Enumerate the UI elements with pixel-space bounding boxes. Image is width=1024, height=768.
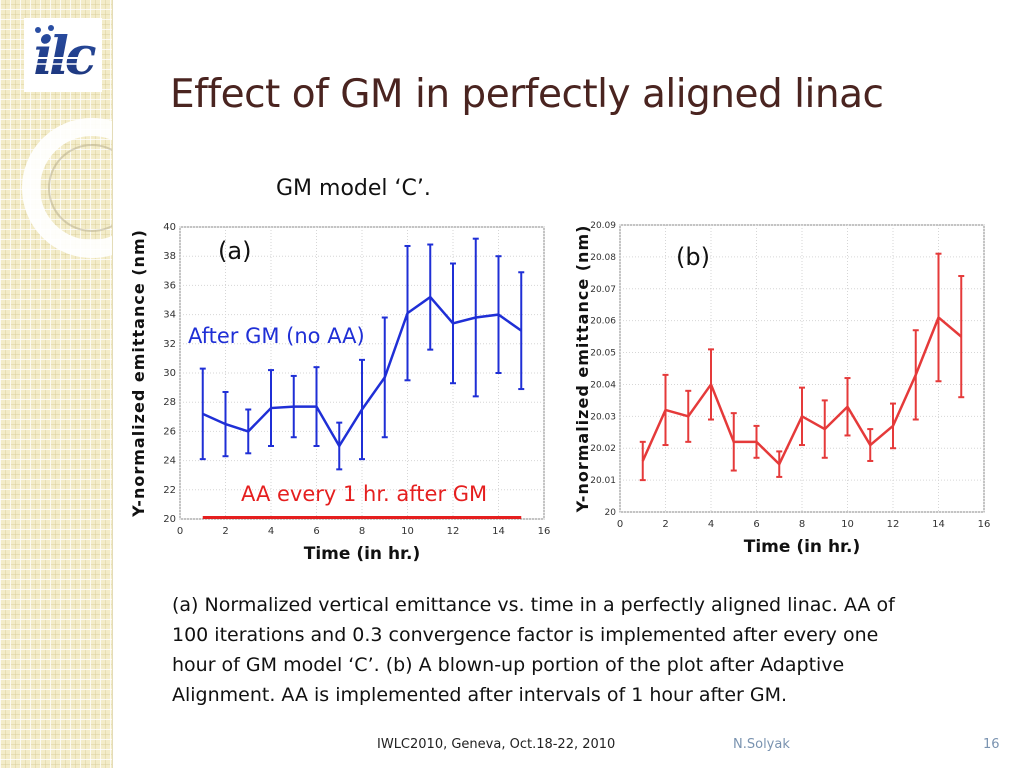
y-tick-label: 20.06 xyxy=(590,317,616,327)
x-tick-label: 6 xyxy=(753,519,759,530)
series-annotation: After GM (no AA) xyxy=(188,324,365,348)
slide-subtitle: GM model ‘C’. xyxy=(276,176,431,201)
y-tick-label: 20.04 xyxy=(590,380,616,390)
y-axis-label: Y-normalized emittance (nm) xyxy=(129,229,148,518)
x-tick-label: 2 xyxy=(662,519,668,530)
y-tick-label: 20 xyxy=(605,508,617,518)
x-tick-label: 0 xyxy=(177,526,183,537)
caption-line: (a) Normalized vertical emittance vs. ti… xyxy=(172,594,895,616)
x-tick-label: 16 xyxy=(538,526,551,537)
y-tick-label: 20 xyxy=(163,514,176,525)
caption-line: Alignment. AA is implemented after inter… xyxy=(172,684,788,706)
plot-area xyxy=(619,224,985,513)
page-number: 16 xyxy=(983,737,1000,752)
x-tick-label: 14 xyxy=(932,519,945,530)
x-tick-label: 6 xyxy=(313,526,319,537)
footer-event: IWLC2010, Geneva, Oct.18-22, 2010 xyxy=(377,737,616,752)
y-tick-label: 30 xyxy=(163,368,176,379)
panel-label: (a) xyxy=(218,237,251,265)
x-axis-label: Time (in hr.) xyxy=(744,537,861,557)
footer-author: N.Solyak xyxy=(733,737,790,752)
y-tick-label: 20.02 xyxy=(590,444,616,454)
y-tick-label: 26 xyxy=(163,426,176,437)
x-tick-label: 4 xyxy=(268,526,274,537)
y-tick-label: 20.09 xyxy=(590,221,616,231)
x-tick-label: 8 xyxy=(359,526,365,537)
y-axis-label: Y-normalized emittance (nm) xyxy=(573,225,592,514)
y-tick-label: 32 xyxy=(163,339,176,350)
y-tick-label: 40 xyxy=(163,222,176,233)
y-tick-label: 20.05 xyxy=(590,349,616,359)
figure-caption: (a) Normalized vertical emittance vs. ti… xyxy=(172,590,972,710)
panel-label: (b) xyxy=(676,243,710,271)
decorative-sidebar: ilc xyxy=(0,0,113,768)
series-annotation: AA every 1 hr. after GM xyxy=(241,482,487,506)
x-tick-label: 2 xyxy=(222,526,228,537)
y-tick-label: 24 xyxy=(163,456,176,467)
x-tick-label: 10 xyxy=(841,519,854,530)
y-tick-label: 34 xyxy=(163,310,176,321)
x-tick-label: 10 xyxy=(401,526,414,537)
x-tick-label: 12 xyxy=(447,526,460,537)
y-tick-label: 38 xyxy=(163,251,176,262)
y-tick-label: 20.08 xyxy=(590,253,616,263)
caption-line: 100 iterations and 0.3 convergence facto… xyxy=(172,624,879,646)
x-axis-label: Time (in hr.) xyxy=(304,544,421,564)
chart-b: 0 2 4 6 8 10 12 14 16 20 20.01 20.02 20.03 20.04 20.05… xyxy=(573,221,991,557)
chart-a: 0 2 4 6 8 10 12 14 162022242628303234363840Time … xyxy=(129,222,551,564)
x-tick-label: 16 xyxy=(978,519,991,530)
x-tick-label: 14 xyxy=(492,526,505,537)
y-tick-label: 36 xyxy=(163,280,176,291)
y-tick-label: 22 xyxy=(163,485,176,496)
slide-title: Effect of GM in perfectly aligned linac xyxy=(170,72,884,117)
x-tick-label: 4 xyxy=(708,519,714,530)
x-tick-label: 12 xyxy=(887,519,900,530)
caption-line: hour of GM model ‘C’. (b) A blown-up por… xyxy=(172,654,845,676)
x-tick-label: 0 xyxy=(617,519,623,530)
y-tick-label: 20.03 xyxy=(590,412,616,422)
y-tick-label: 20.07 xyxy=(590,285,616,295)
y-tick-label: 20.01 xyxy=(590,476,616,486)
ilc-logo: ilc xyxy=(24,18,102,92)
logo-lettering: ilc xyxy=(33,26,96,87)
x-tick-label: 8 xyxy=(799,519,805,530)
y-tick-label: 28 xyxy=(163,397,176,408)
